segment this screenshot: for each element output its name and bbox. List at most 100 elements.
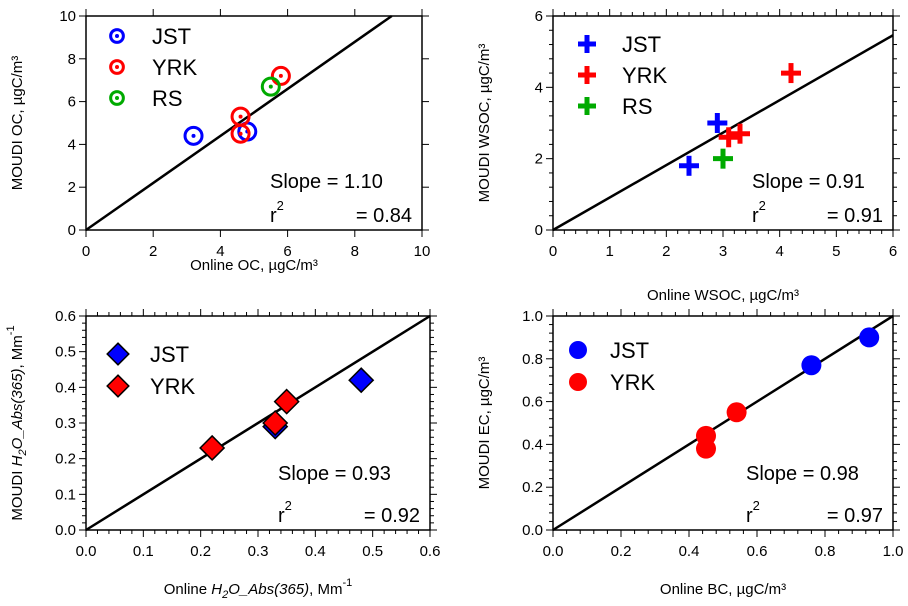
data-point-jst [859, 327, 880, 348]
x-tick-label: 0.2 [190, 543, 211, 560]
legend-marker-yrk [569, 373, 587, 391]
y-tick-label: 0.8 [522, 351, 543, 368]
r-squared-value: = 0.91 [827, 205, 883, 227]
data-point-jst [348, 367, 375, 394]
legend-marker-yrk-center [115, 65, 119, 69]
x-tick-label: 0.1 [133, 543, 154, 560]
legend-label: RS [152, 86, 183, 111]
y-tick-label: 2 [68, 179, 76, 196]
x-tick-label: 0.6 [747, 543, 768, 560]
data-point-yrk [270, 65, 291, 86]
y-tick-label: 6 [68, 94, 76, 111]
legend-label: YRK [610, 370, 656, 395]
x-axis-label: Online OC, µgC/m³ [190, 257, 318, 274]
data-point-yrk-center [238, 131, 243, 136]
y-axis-label: MOUDI WSOC, µgC/m³ [476, 44, 493, 203]
fit-line [85, 14, 393, 232]
x-tick-label: 1.0 [883, 543, 904, 560]
x-tick-label: 3 [719, 243, 727, 260]
data-point-yrk [696, 425, 716, 446]
x-tick-label: 2 [149, 243, 157, 260]
legend-label: JST [150, 342, 189, 367]
legend-marker-rs-center [115, 96, 119, 100]
y-tick-label: 0.6 [55, 308, 76, 325]
fit-line [552, 34, 894, 232]
x-tick-label: 0.6 [420, 543, 441, 560]
x-tick-label: 10 [414, 243, 431, 260]
legend-marker-jst [109, 28, 125, 44]
plot-frame [552, 315, 894, 531]
r-squared-label: r2 [278, 498, 292, 527]
x-axis-label: Online WSOC, µgC/m³ [647, 287, 799, 304]
legend-marker-jst [569, 341, 587, 359]
y-axis-label: MOUDI H2O_Abs(365), Mm-1 [5, 325, 29, 520]
r-squared-label: r2 [746, 498, 760, 527]
slope-text: Slope = 1.10 [270, 171, 383, 193]
y-tick-label: 2 [535, 151, 543, 168]
data-point-yrk [262, 409, 289, 437]
data-point-yrk-center [278, 73, 283, 78]
x-tick-label: 5 [832, 243, 840, 260]
x-tick-label: 4 [775, 243, 783, 260]
x-axis-label: Online BC, µgC/m³ [660, 581, 786, 598]
y-tick-label: 4 [535, 79, 543, 96]
y-tick-label: 0.6 [522, 394, 543, 411]
legend-label: JST [152, 24, 191, 49]
r-squared-value: = 0.84 [356, 205, 412, 227]
y-tick-label: 0.2 [522, 479, 543, 496]
data-point-yrk [781, 63, 801, 84]
y-tick-label: 0.0 [55, 522, 76, 539]
y-tick-label: 0.2 [55, 451, 76, 468]
chart-panel-4: 0.0 0.2 0.4 0.6 0.8 1.0 0.0 0.2 0.4 0.6 0.8 1.0 JST Y… [476, 308, 903, 598]
x-tick-label: 0.0 [543, 543, 564, 560]
x-tick-label: 6 [889, 243, 897, 260]
data-point-yrk [230, 123, 251, 144]
chart-panel-2: 0 1 2 3 4 5 6 0 2 4 6 JST YRK RS Slope = 0.91 r2 = 0.91 O… [476, 8, 900, 304]
x-tick-label: 0 [549, 243, 557, 260]
data-point-yrk [273, 388, 300, 415]
legend-marker-yrk [106, 374, 130, 398]
y-tick-label: 0.1 [55, 486, 76, 503]
r-squared-label: r2 [270, 198, 284, 227]
y-tick-label: 0.3 [55, 415, 76, 432]
legend-marker-yrk [109, 59, 125, 75]
data-point-jst-center [191, 133, 196, 138]
legend-label: YRK [622, 63, 668, 88]
legend-marker-jst [106, 342, 130, 366]
slope-text: Slope = 0.98 [746, 463, 859, 485]
y-tick-label: 4 [68, 136, 76, 153]
data-point-yrk [718, 127, 739, 148]
legend-label: JST [610, 338, 649, 363]
data-point-jst [183, 125, 204, 146]
y-tick-label: 0.0 [522, 522, 543, 539]
x-tick-label: 0.2 [611, 543, 632, 560]
data-point-jst [707, 113, 728, 133]
y-tick-label: 0 [68, 222, 76, 239]
legend-label: RS [622, 94, 653, 119]
x-tick-label: 0.5 [362, 543, 383, 560]
legend-label: JST [622, 32, 661, 57]
y-tick-label: 0.5 [55, 344, 76, 361]
y-tick-label: 10 [59, 8, 76, 25]
y-axis-label: MOUDI OC, µgC/m³ [9, 56, 26, 190]
x-tick-label: 2 [662, 243, 670, 260]
legend-marker-yrk [578, 66, 596, 84]
slope-text: Slope = 0.93 [278, 463, 391, 485]
y-tick-label: 6 [535, 8, 543, 25]
x-axis-label: Online H2O_Abs(365), Mm-1 [164, 577, 352, 601]
legend-marker-jst-center [115, 34, 119, 38]
y-tick-label: 0.4 [55, 379, 76, 396]
x-tick-label: 0.8 [815, 543, 836, 560]
r-squared-value: = 0.92 [364, 505, 420, 527]
r-squared-value: = 0.97 [827, 505, 883, 527]
slope-text: Slope = 0.91 [752, 171, 865, 193]
x-tick-label: 6 [283, 243, 291, 260]
y-tick-label: 8 [68, 51, 76, 68]
legend-label: YRK [150, 374, 196, 399]
x-tick-label: 8 [351, 243, 359, 260]
x-tick-label: 0.4 [679, 543, 700, 560]
x-tick-label: 0.3 [248, 543, 269, 560]
data-point-jst [801, 355, 822, 376]
legend-label: YRK [152, 55, 198, 80]
